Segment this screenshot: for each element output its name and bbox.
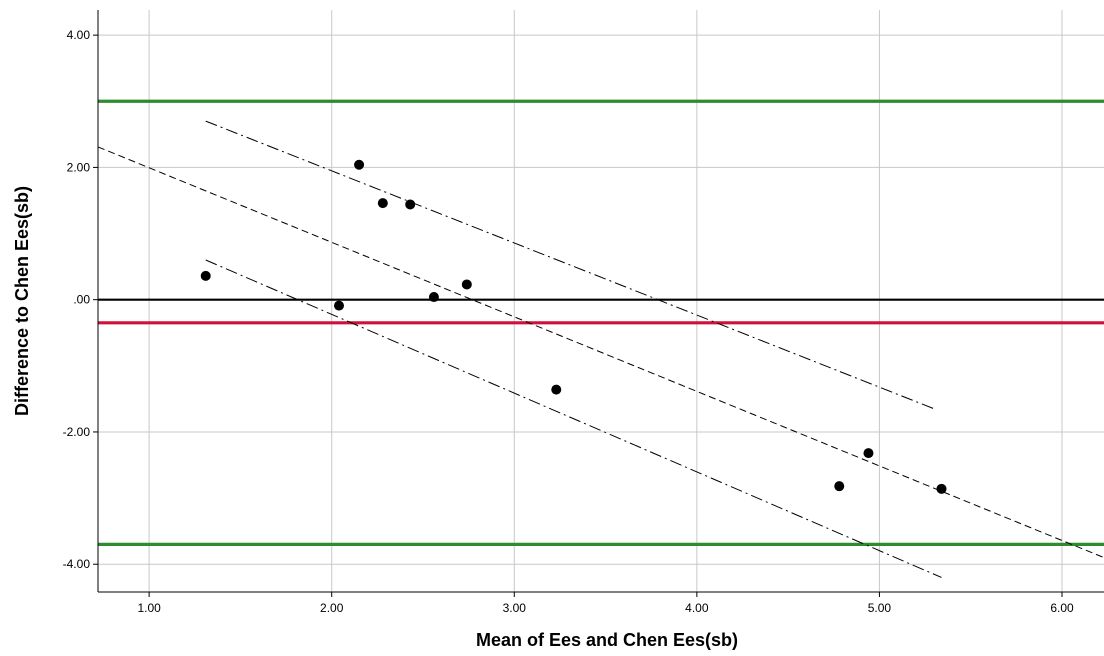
x-tick-label: 1.00 xyxy=(137,601,161,615)
data-point xyxy=(354,159,365,170)
data-point xyxy=(863,448,874,459)
chart-lines xyxy=(97,99,1104,578)
y-tick-label: .00 xyxy=(73,293,90,307)
x-tick-label: 4.00 xyxy=(685,601,709,615)
data-point xyxy=(428,292,439,303)
data-point xyxy=(405,199,416,210)
data-points xyxy=(200,159,947,494)
data-point xyxy=(551,384,562,395)
data-point xyxy=(834,481,845,492)
confidence-band-line xyxy=(205,259,942,578)
data-point xyxy=(200,270,211,281)
x-tick-label: 6.00 xyxy=(1050,601,1074,615)
confidence-band-line xyxy=(205,120,935,410)
x-axis-title: Mean of Ees and Chen Ees(sb) xyxy=(476,630,738,650)
axes: 1.00 2.00 3.00 4.00 5.00 6.00 4.00 2.00 .00 -2.00… xyxy=(63,10,1104,615)
regression-line xyxy=(97,146,1104,559)
y-axis-title: Difference to Chen Ees(sb) xyxy=(12,186,32,416)
y-tick-label: -2.00 xyxy=(63,425,91,439)
y-tick-label: 2.00 xyxy=(67,160,91,174)
grid xyxy=(98,10,1104,592)
data-point xyxy=(461,279,472,290)
x-tick-label: 2.00 xyxy=(320,601,344,615)
x-tick-label: 3.00 xyxy=(503,601,527,615)
y-tick-label: 4.00 xyxy=(67,28,91,42)
data-point xyxy=(377,198,388,209)
x-tick-label: 5.00 xyxy=(868,601,892,615)
data-point xyxy=(936,483,947,494)
data-point xyxy=(334,300,345,311)
y-tick-label: -4.00 xyxy=(63,557,91,571)
